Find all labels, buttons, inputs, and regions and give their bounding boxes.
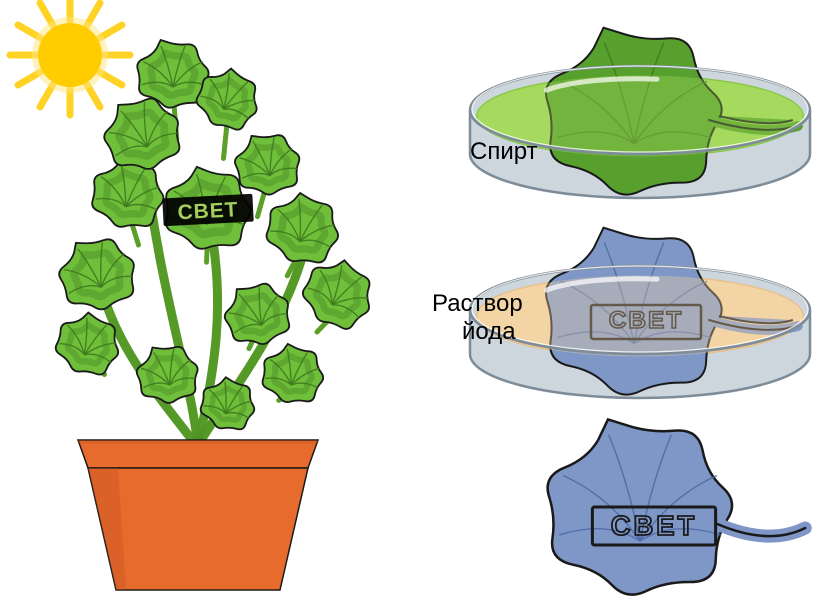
label-iodine-line2: йода bbox=[462, 318, 516, 347]
scene-svg: СВЕТ СВЕТ СВЕТ bbox=[0, 0, 832, 610]
svg-text:СВЕТ: СВЕТ bbox=[611, 510, 698, 541]
label-alcohol: Спирт bbox=[470, 138, 538, 167]
pot bbox=[78, 440, 318, 590]
label-iodine-line1: Раствор bbox=[432, 290, 523, 319]
dish-alcohol bbox=[470, 28, 810, 198]
sun bbox=[10, 0, 130, 115]
diagram-stage: { "labels": { "alcohol": "Спирт", "iodin… bbox=[0, 0, 832, 610]
svg-text:СВЕТ: СВЕТ bbox=[177, 198, 239, 224]
leaf-result: СВЕТ bbox=[548, 419, 806, 594]
